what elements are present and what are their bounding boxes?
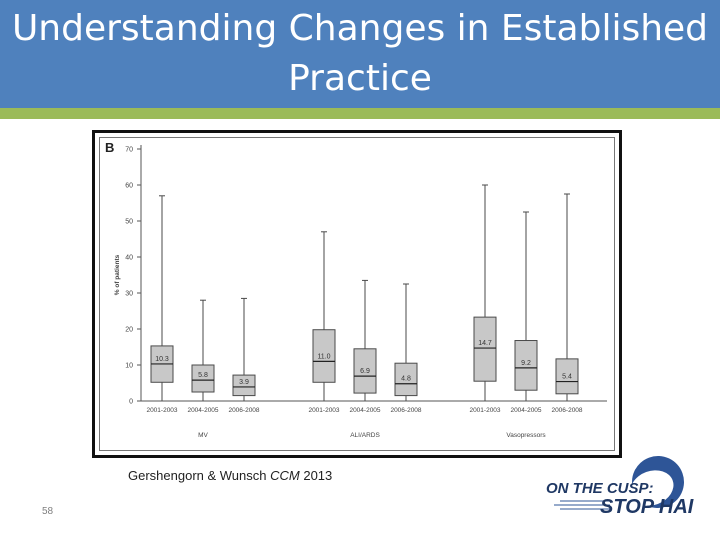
y-tick-label: 60	[125, 183, 133, 190]
figure-frame: B 0 10 20 30 40 50 60 70 % of patients 10.3 2001-20…	[92, 130, 622, 458]
box	[191, 364, 215, 393]
median-label: 6.9	[360, 368, 370, 375]
x-tick-label: 2001-2003	[308, 407, 339, 414]
citation-authors: Gershengorn & Wunsch	[128, 468, 271, 483]
box	[473, 316, 497, 382]
title-underline	[0, 108, 720, 119]
box	[514, 340, 538, 391]
y-tick-label: 30	[125, 291, 133, 298]
y-axis-label: % of patients	[114, 254, 121, 295]
median-label: 4.8	[401, 376, 411, 383]
group-label: MV	[198, 432, 208, 439]
group-label: ALI/ARDS	[350, 432, 380, 439]
slide-title-line-1: Understanding Changes in Established	[11, 8, 709, 49]
x-tick-label: 2006-2008	[551, 407, 582, 414]
boxplot-chart: B 0 10 20 30 40 50 60 70 % of patients 10.3 2001-20…	[105, 140, 607, 439]
y-tick-label: 0	[129, 399, 133, 406]
box	[312, 329, 336, 383]
x-tick-label: 2006-2008	[390, 407, 421, 414]
y-tick-label: 10	[125, 363, 133, 370]
x-tick-label: 2001-2003	[469, 407, 500, 414]
median-label: 14.7	[478, 340, 492, 347]
x-tick-label: 2004-2005	[187, 407, 218, 414]
x-tick-label: 2004-2005	[510, 407, 541, 414]
median-label: 10.3	[155, 356, 169, 363]
citation: Gershengorn & Wunsch CCM 2013	[128, 468, 332, 483]
y-tick-label: 70	[125, 147, 133, 154]
citation-journal: CCM	[270, 468, 300, 483]
median-label: 5.8	[198, 372, 208, 379]
citation-year: 2013	[299, 468, 333, 483]
title-banner	[0, 0, 720, 108]
x-tick-label: 2001-2003	[146, 407, 177, 414]
median-label: 11.0	[317, 353, 330, 360]
median-label: 9.2	[521, 360, 531, 367]
median-label: 3.9	[239, 379, 249, 386]
logo-line-1: ON THE CUSP:	[546, 480, 654, 497]
y-tick-label: 40	[125, 255, 133, 262]
x-tick-label: 2006-2008	[228, 407, 259, 414]
logo-swoosh-cutout	[630, 470, 674, 506]
y-tick-label: 20	[125, 327, 133, 334]
box	[394, 362, 418, 397]
page-number: 58	[42, 506, 54, 517]
box	[232, 374, 256, 397]
x-tick-label: 2004-2005	[349, 407, 380, 414]
box	[555, 358, 579, 395]
group-label: Vasopressors	[506, 432, 546, 439]
box	[353, 348, 377, 394]
panel-label: B	[105, 140, 114, 155]
slide-title: Understanding Changes in Established Pra…	[0, 4, 720, 104]
y-tick-label: 50	[125, 219, 133, 226]
figure-inner-border	[99, 137, 615, 451]
median-label: 5.4	[562, 374, 572, 381]
logo-line-2: STOP HAI	[600, 496, 694, 518]
slide-title-line-2: Practice	[288, 58, 432, 99]
on-the-cusp-logo: ON THE CUSP: STOP HAI	[546, 456, 694, 518]
